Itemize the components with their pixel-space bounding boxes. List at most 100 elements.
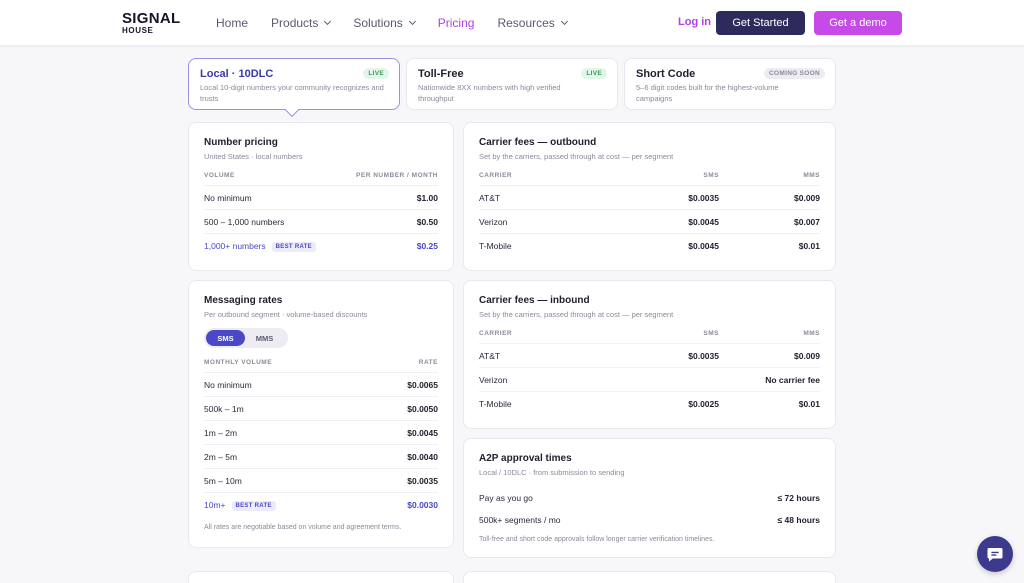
card-subtitle: Per outbound segment · volume-based disc… xyxy=(204,310,368,319)
row-label: No minimum xyxy=(204,380,252,390)
get-started-button[interactable]: Get Started xyxy=(716,11,805,35)
row-label: 500k – 1m xyxy=(204,404,244,414)
best-rate-badge: BEST RATE xyxy=(271,242,316,252)
row-value: $0.25 xyxy=(416,241,438,251)
row-label: 1,000+ numbers xyxy=(204,241,266,251)
row-label: 500k+ segments / mo xyxy=(479,515,561,525)
tab-local-10dlc[interactable]: Local · 10DLC Local 10-digit numbers you… xyxy=(188,58,400,110)
logo[interactable]: SIGNAL HOUSE xyxy=(122,11,180,35)
chat-button[interactable] xyxy=(977,536,1013,572)
site-header: SIGNAL HOUSE Home Products Solutions Pri… xyxy=(0,0,1024,45)
carrier-fees-outbound-card: Carrier fees — outbound Set by the carri… xyxy=(463,122,836,271)
card-title: Carrier fees — outbound xyxy=(479,137,597,148)
tab-toll-free[interactable]: Toll-Free Nationwide 8XX numbers with hi… xyxy=(406,58,618,110)
table-row: 5m – 10m $0.0035 xyxy=(204,468,438,492)
messaging-rates-card: Messaging rates Per outbound segment · v… xyxy=(188,280,454,548)
tab-description: Local 10-digit numbers your community re… xyxy=(200,83,384,103)
column-header: MONTHLY VOLUME xyxy=(204,359,273,366)
column-header: SMS xyxy=(703,330,719,337)
table-row: 2m – 5m $0.0040 xyxy=(204,444,438,468)
carrier-name: T-Mobile xyxy=(479,241,512,251)
carrier-name: Verizon xyxy=(479,375,508,385)
best-rate-badge: BEST RATE xyxy=(231,501,276,511)
row-label: Pay as you go xyxy=(479,493,533,503)
nav-home[interactable]: Home xyxy=(216,16,248,30)
chevron-down-icon xyxy=(560,17,568,25)
tab-short-code[interactable]: Short Code 5–6 digit codes built for the… xyxy=(624,58,836,110)
column-header: RATE xyxy=(418,359,438,366)
footnote: All rates are negotiable based on volume… xyxy=(204,524,402,531)
nav-pricing-label: Pricing xyxy=(437,15,475,30)
mms-fee: $0.009 xyxy=(794,193,820,203)
card-subtitle: Set by the carriers, passed through at c… xyxy=(479,152,674,161)
carrier-name: AT&T xyxy=(479,351,501,361)
sms-fee: $0.0035 xyxy=(688,351,719,361)
card-subtitle: United States · local numbers xyxy=(204,152,303,161)
row-value: $0.0030 xyxy=(407,500,438,510)
row-value: ≤ 48 hours xyxy=(777,515,820,525)
card-title: Carrier fees — inbound xyxy=(479,295,590,306)
column-header: VOLUME xyxy=(204,172,235,179)
row-label: 500 – 1,000 numbers xyxy=(204,217,285,227)
table-row: Verizon $0.0045 $0.007 xyxy=(479,209,820,233)
nav-solutions[interactable]: Solutions xyxy=(353,15,416,30)
column-header: CARRIER xyxy=(479,172,513,179)
toggle-sms[interactable]: SMS xyxy=(206,330,245,346)
table-row: AT&T $0.0035 $0.009 xyxy=(479,343,820,367)
table-row: No minimum $0.0065 xyxy=(204,372,438,396)
toggle-mms[interactable]: MMS xyxy=(255,333,274,343)
nav-products[interactable]: Products xyxy=(271,15,332,30)
carrier-fees-inbound-card: Carrier fees — inbound Set by the carrie… xyxy=(463,280,836,429)
table-row: T-Mobile $0.0045 $0.01 xyxy=(479,233,820,257)
table-row: 10m+ BEST RATE $0.0030 xyxy=(204,492,438,516)
card-subtitle: Local / 10DLC · from submission to sendi… xyxy=(479,468,625,477)
nav-products-label: Products xyxy=(271,15,319,30)
no-carrier-fee: No carrier fee xyxy=(765,375,820,385)
row-label: 2m – 5m xyxy=(204,452,238,462)
mms-fee: $0.01 xyxy=(798,399,820,409)
carrier-name: AT&T xyxy=(479,193,501,203)
table-row: Pay as you go ≤ 72 hours xyxy=(479,486,820,510)
table-row: T-Mobile $0.0025 $0.01 xyxy=(479,391,820,415)
nav-solutions-label: Solutions xyxy=(353,15,403,30)
tab-title: Short Code xyxy=(636,68,696,80)
get-demo-button[interactable]: Get a demo xyxy=(814,11,902,35)
table-row: 500k – 1m $0.0050 xyxy=(204,396,438,420)
table-row: AT&T $0.0035 $0.009 xyxy=(479,185,820,209)
status-badge: LIVE xyxy=(363,68,389,79)
column-header: PER NUMBER / MONTH xyxy=(356,172,438,179)
row-label: 5m – 10m xyxy=(204,476,242,486)
a2p-approval-card: A2P approval times Local / 10DLC · from … xyxy=(463,438,836,558)
chevron-down-icon xyxy=(324,17,332,25)
nav-pricing[interactable]: Pricing xyxy=(438,16,475,30)
row-label-wrap: 1,000+ numbers BEST RATE xyxy=(204,241,316,252)
table-row: No minimum $1.00 xyxy=(204,185,438,209)
nav-home-label: Home xyxy=(216,15,249,30)
tab-title: Toll-Free xyxy=(418,68,464,80)
column-header: MMS xyxy=(803,172,820,179)
status-badge: LIVE xyxy=(581,68,607,79)
table-row: 1,000+ numbers BEST RATE $0.25 xyxy=(204,233,438,257)
table-row: 500k+ segments / mo ≤ 48 hours xyxy=(479,508,820,532)
row-value: $1.00 xyxy=(416,193,438,203)
next-card-left xyxy=(188,571,454,583)
sms-fee: $0.0045 xyxy=(688,241,719,251)
tab-title: Local · 10DLC xyxy=(200,68,274,80)
login-link[interactable]: Log in xyxy=(678,16,711,28)
card-subtitle: Set by the carriers, passed through at c… xyxy=(479,310,674,319)
column-header: SMS xyxy=(703,172,719,179)
row-value: $0.50 xyxy=(416,217,438,227)
row-value: $0.0040 xyxy=(407,452,438,462)
channel-toggle: SMS MMS xyxy=(204,328,288,348)
next-card-right xyxy=(463,571,836,583)
row-label: No minimum xyxy=(204,193,252,203)
row-label: 1m – 2m xyxy=(204,428,238,438)
table-row: 500 – 1,000 numbers $0.50 xyxy=(204,209,438,233)
nav-resources-label: Resources xyxy=(497,15,555,30)
chat-bubble-icon xyxy=(987,548,1003,562)
number-pricing-card: Number pricing United States · local num… xyxy=(188,122,454,271)
row-value: $0.0050 xyxy=(407,404,438,414)
nav-resources[interactable]: Resources xyxy=(497,15,568,30)
logo-line-2: HOUSE xyxy=(122,26,154,35)
mms-fee: $0.007 xyxy=(794,217,820,227)
